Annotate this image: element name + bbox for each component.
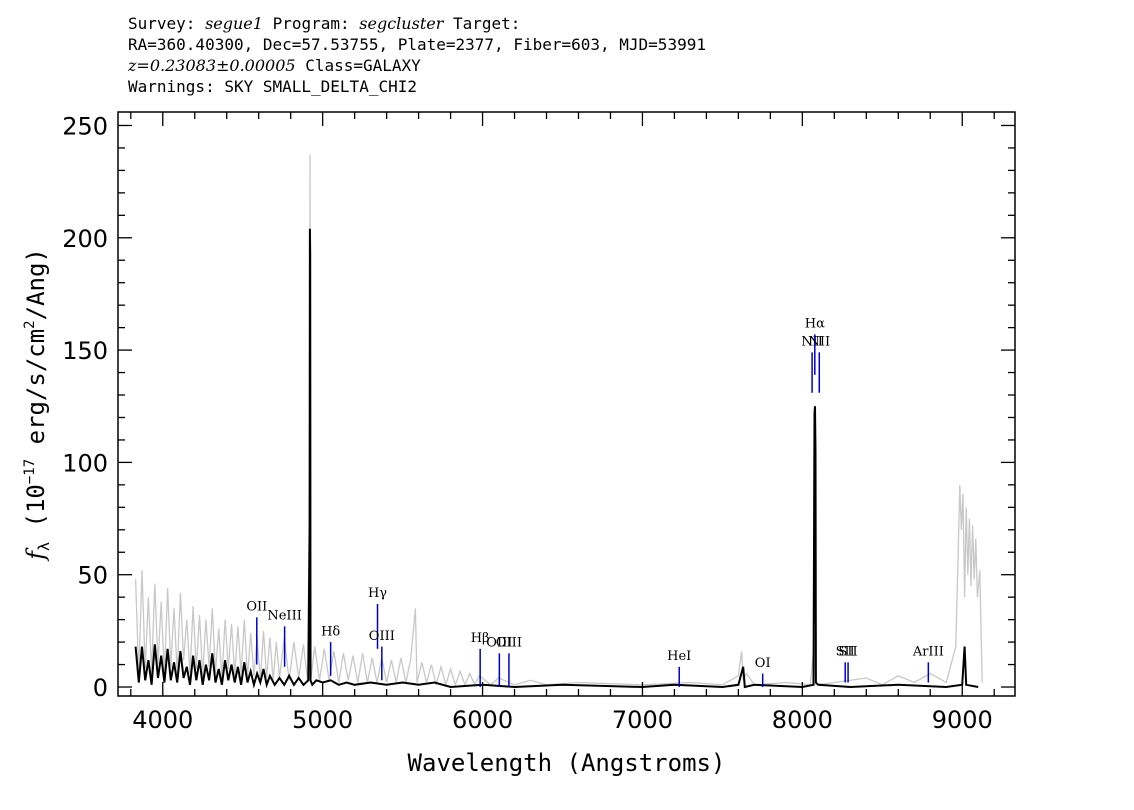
emission-line-label: OIII [369,629,395,644]
survey-value: segue1 [205,14,263,33]
emission-line-label: ArIII [912,645,944,660]
header-line-coordinates: RA=360.40300, Dec=57.53755, Plate=2377, … [128,35,706,54]
axis-ticks: 4000 5000 6000 7000 8000 9000 0 50 100 150 200 250 [62,112,1015,734]
y-tick-label: 250 [62,112,108,140]
program-value: segcluster [359,14,444,33]
emission-line-label: SII [836,645,855,660]
emission-line-label: Hβ [471,631,490,646]
flux-series-line [134,228,979,689]
y-tick-label: 100 [62,449,108,477]
emission-line-label: Hα [805,317,825,332]
x-axis-title: Wavelength (Angstroms) [408,749,726,777]
program-label: Program: [272,14,350,33]
emission-line-label: OIII [486,636,512,651]
error-spectrum-layer [134,154,983,688]
y-axis-title-units-exponent: 2 [22,320,38,328]
emission-line-label: OIII [496,636,522,651]
x-tick-label: 7000 [612,706,673,734]
x-tick-label: 5000 [292,706,353,734]
error-series-line [134,154,983,688]
target-label: Target: [453,14,521,33]
emission-line-label: HeI [667,649,691,664]
emission-line-label: Hδ [321,624,340,639]
survey-label: Survey: [128,14,196,33]
emission-line-label: OI [755,656,771,671]
redshift-value: z=0.23083±0.00005 [128,56,296,75]
emission-line-label: SII [838,645,857,660]
y-tick-label: 50 [77,562,108,590]
y-axis-title: fλ (10−17 erg/s/cm2/Ang) [22,248,53,562]
header-line-redshift: z=0.23083±0.00005 Class=GALAXY [128,55,706,76]
emission-line-label: Hγ [368,586,387,601]
y-tick-label: 200 [62,225,108,253]
emission-line-label: OII [246,600,267,615]
flux-spectrum-layer [134,228,979,689]
header-line-survey: Survey: segue1 Program: segcluster Targe… [128,13,706,34]
y-tick-label: 150 [62,337,108,365]
y-axis-title-text: (10 [22,484,50,542]
x-tick-label: 8000 [772,706,833,734]
y-axis-title-exponent: −17 [22,459,38,484]
emission-line-label: NeIII [267,609,301,624]
x-tick-label: 9000 [932,706,993,734]
y-axis-title-units: erg/s/cm [22,329,50,459]
emission-line-label: NII [808,335,830,350]
plot-frame [117,111,1016,697]
emission-line-label: NII [801,335,823,350]
y-axis-title-subscript: λ [35,542,53,551]
header-line-warnings: Warnings: SKY SMALL_DELTA_CHI2 [128,77,417,96]
x-tick-label: 4000 [132,706,193,734]
x-tick-label: 6000 [452,706,513,734]
y-axis-title-units-end: /Ang) [22,248,50,320]
class-value: Class=GALAXY [305,56,421,75]
spectrum-header: Survey: segue1 Program: segcluster Targe… [128,13,706,97]
y-tick-label: 0 [93,674,108,702]
